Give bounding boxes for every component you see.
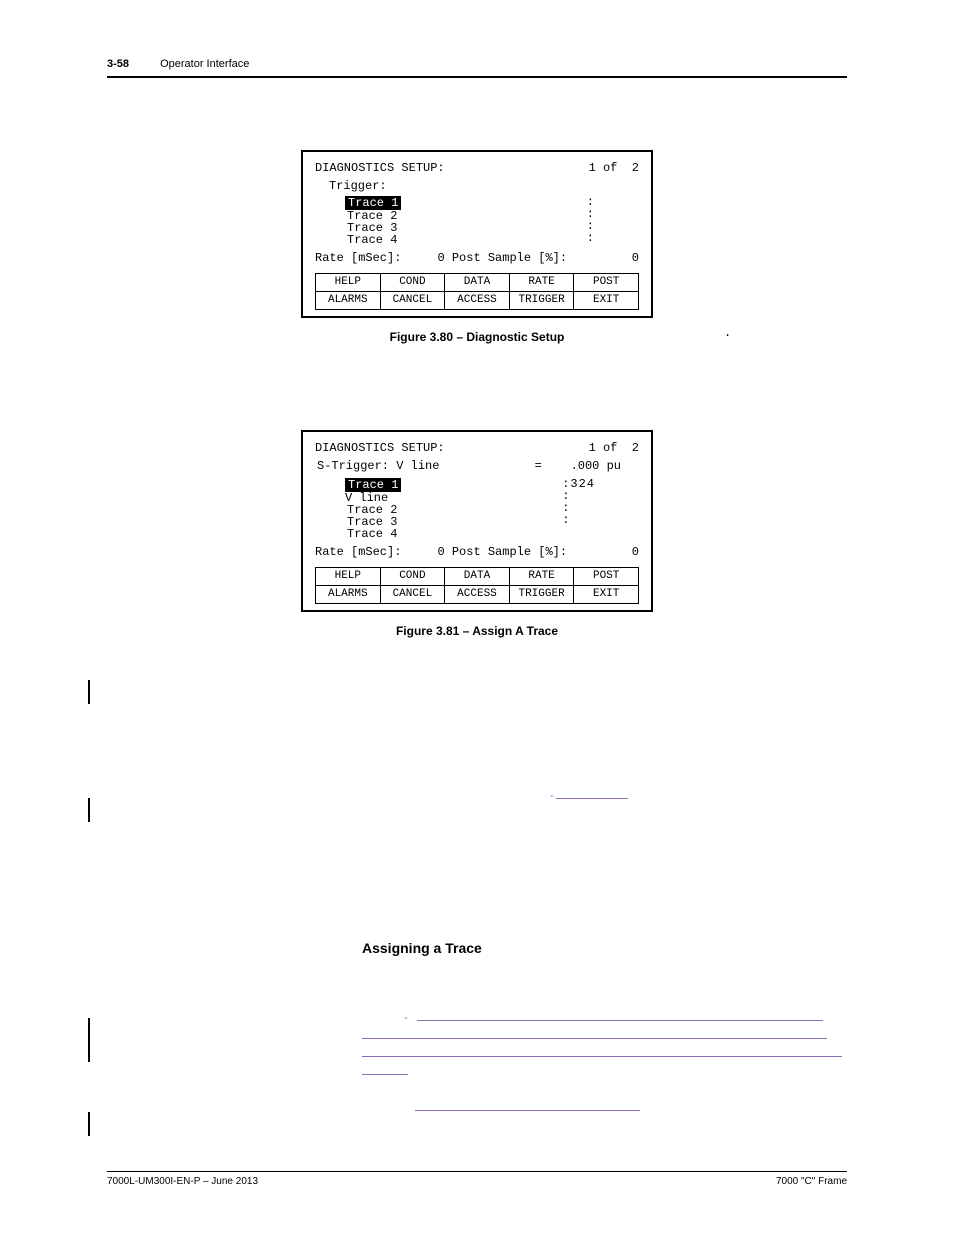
vline-label: V line	[345, 492, 401, 504]
softkey-post[interactable]: POST	[574, 274, 639, 292]
underline-mark	[556, 798, 628, 799]
subheading-assigning-trace: Assigning a Trace	[362, 940, 482, 956]
dash-mark: -	[404, 1012, 408, 1024]
section-title: Operator Interface	[160, 58, 249, 70]
softkey-access[interactable]: ACCESS	[445, 292, 510, 310]
margin-mark	[88, 798, 90, 822]
softkey-post[interactable]: POST	[574, 568, 639, 586]
underline-mark	[417, 1020, 823, 1021]
softkey-access[interactable]: ACCESS	[445, 586, 510, 604]
trace-item[interactable]: Trace 4	[345, 234, 401, 246]
page-header: 3-58 Operator Interface	[107, 58, 847, 78]
scroll-dots: ::::	[587, 196, 595, 246]
diagnostic-screen-1: DIAGNOSTICS SETUP: 1 of 2 Trigger: Trace…	[301, 150, 653, 318]
diag-title: DIAGNOSTICS SETUP:	[315, 162, 445, 176]
softkey-table: HELP COND DATA RATE POST ALARMS CANCEL A…	[315, 567, 639, 603]
underline-mark	[362, 1074, 408, 1075]
figure-2-container: DIAGNOSTICS SETUP: 1 of 2 S-Trigger: V l…	[0, 430, 954, 638]
diagnostic-screen-2: DIAGNOSTICS SETUP: 1 of 2 S-Trigger: V l…	[301, 430, 653, 612]
softkey-cond[interactable]: COND	[380, 568, 445, 586]
underline-mark	[362, 1038, 827, 1039]
trace-item[interactable]: Trace 2	[345, 504, 401, 516]
softkey-alarms[interactable]: ALARMS	[316, 586, 381, 604]
softkey-trigger[interactable]: TRIGGER	[509, 586, 574, 604]
underline-mark	[362, 1056, 842, 1057]
softkey-help[interactable]: HELP	[316, 568, 381, 586]
rate-value: 0	[437, 545, 444, 559]
softkey-cond[interactable]: COND	[380, 274, 445, 292]
vline-value: :324	[562, 477, 595, 491]
figure-caption-2: Figure 3.81 – Assign A Trace	[0, 624, 954, 638]
trigger-label: Trigger:	[329, 180, 639, 194]
trace-item[interactable]: Trace 4	[345, 528, 401, 540]
softkey-exit[interactable]: EXIT	[574, 292, 639, 310]
softkey-cancel[interactable]: CANCEL	[380, 292, 445, 310]
post-label: Post Sample [%]:	[452, 251, 567, 265]
footer-doc-id: 7000L-UM300I-EN-P – June 2013	[107, 1176, 258, 1187]
figure-1-container: DIAGNOSTICS SETUP: 1 of 2 Trigger: Trace…	[0, 150, 954, 344]
post-value: 0	[632, 546, 639, 560]
figure-caption-1: Figure 3.80 – Diagnostic Setup	[0, 330, 954, 344]
strigger-value: .000 pu	[571, 459, 621, 473]
rate-label: Rate [mSec]:	[315, 251, 401, 265]
trace-item-selected[interactable]: Trace 1	[345, 478, 401, 492]
trace-list: Trace 1 V line Trace 2 Trace 3 Trace 4	[345, 478, 401, 540]
softkey-help[interactable]: HELP	[316, 274, 381, 292]
softkey-data[interactable]: DATA	[445, 274, 510, 292]
softkey-exit[interactable]: EXIT	[574, 586, 639, 604]
softkey-rate[interactable]: RATE	[509, 274, 574, 292]
diag-title: DIAGNOSTICS SETUP:	[315, 442, 445, 456]
page-number: 3-58	[107, 58, 129, 70]
rate-label: Rate [mSec]:	[315, 545, 401, 559]
softkey-data[interactable]: DATA	[445, 568, 510, 586]
underline-mark	[415, 1110, 640, 1111]
softkey-trigger[interactable]: TRIGGER	[509, 292, 574, 310]
trace-item-selected[interactable]: Trace 1	[345, 196, 401, 210]
margin-mark	[88, 680, 90, 704]
trace-item[interactable]: Trace 3	[345, 516, 401, 528]
softkey-alarms[interactable]: ALARMS	[316, 292, 381, 310]
diag-page: 1 of 2	[589, 442, 639, 456]
post-value: 0	[632, 252, 639, 266]
softkey-cancel[interactable]: CANCEL	[380, 586, 445, 604]
diag-page: 1 of 2	[589, 162, 639, 176]
strigger-label: S-Trigger: V line	[317, 460, 439, 474]
trace-item[interactable]: Trace 2	[345, 210, 401, 222]
margin-mark	[88, 1112, 90, 1136]
softkey-table: HELP COND DATA RATE POST ALARMS CANCEL A…	[315, 273, 639, 309]
page-footer: 7000L-UM300I-EN-P – June 2013 7000 "C" F…	[107, 1171, 847, 1187]
softkey-rate[interactable]: RATE	[509, 568, 574, 586]
trailing-dot: .	[724, 326, 731, 340]
margin-mark	[88, 1018, 90, 1062]
scroll-dots: :324:::	[562, 478, 595, 540]
rate-value: 0	[437, 251, 444, 265]
dash-mark: -	[550, 790, 554, 802]
trace-item[interactable]: Trace 3	[345, 222, 401, 234]
post-label: Post Sample [%]:	[452, 545, 567, 559]
strigger-eq: =	[535, 459, 542, 473]
trace-list: Trace 1 Trace 2 Trace 3 Trace 4	[345, 196, 401, 246]
footer-frame: 7000 "C" Frame	[776, 1176, 847, 1187]
